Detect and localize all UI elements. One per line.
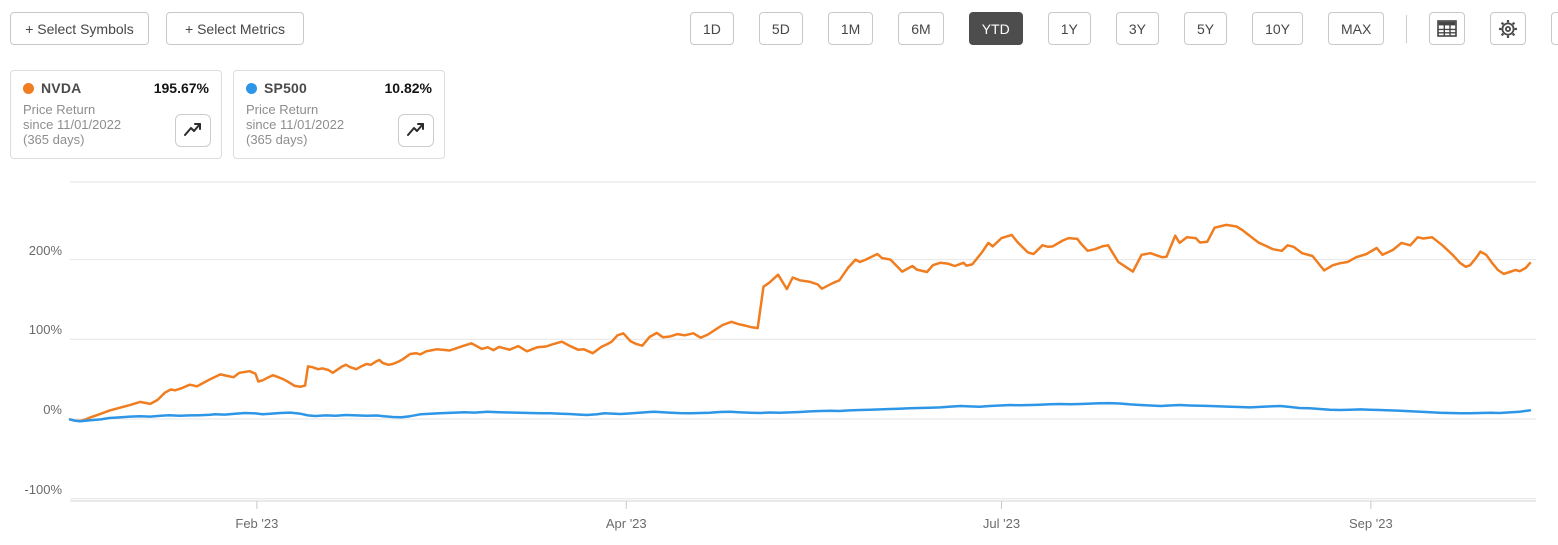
select-metrics-button[interactable]: + Select Metrics — [166, 12, 304, 45]
x-axis-label: Feb '23 — [235, 516, 279, 531]
y-axis-label: 0% — [43, 402, 62, 417]
x-axis-label: Apr '23 — [605, 516, 647, 531]
series-chart-button[interactable] — [175, 114, 211, 147]
legend-card-nvda: NVDA 195.67% Price Return since 11/01/20… — [10, 70, 222, 159]
settings-button[interactable] — [1490, 12, 1527, 45]
x-axis-label: Sep '23 — [1349, 516, 1393, 531]
series-since: since 11/01/2022 — [246, 117, 345, 132]
x-axis-label: Jul '23 — [982, 516, 1021, 531]
select-symbols-button[interactable]: + Select Symbols — [10, 12, 149, 45]
y-axis-label: 200% — [28, 242, 62, 258]
series-return-value: 195.67% — [153, 80, 209, 96]
series-return-value: 10.82% — [384, 80, 432, 96]
range-button-ytd[interactable]: YTD — [968, 12, 1023, 45]
data-table-button[interactable] — [1429, 12, 1466, 45]
trend-up-icon — [183, 121, 203, 141]
series-metric: Price Return — [23, 102, 96, 117]
chart-canvas[interactable] — [0, 170, 1558, 545]
trend-up-icon — [406, 121, 426, 141]
series-days: (365 days) — [23, 132, 85, 147]
table-icon — [1437, 20, 1458, 37]
series-days: (365 days) — [246, 132, 308, 147]
range-button-5d[interactable]: 5D — [758, 12, 803, 45]
range-button-6m[interactable]: 6M — [898, 12, 944, 45]
range-button-5y[interactable]: 5Y — [1183, 12, 1228, 45]
range-button-10y[interactable]: 10Y — [1252, 12, 1304, 45]
series-metric: Price Return — [246, 102, 319, 117]
y-axis-label: 100% — [28, 322, 62, 338]
toolbar-divider — [1406, 14, 1408, 43]
range-selector: 1D 5D 1M 6M YTD 1Y 3Y 5Y 10Y MAX — [690, 12, 1558, 45]
series-symbol: NVDA — [41, 80, 82, 96]
range-button-1d[interactable]: 1D — [690, 12, 734, 45]
range-button-3y[interactable]: 3Y — [1115, 12, 1159, 45]
gear-icon — [1498, 19, 1518, 39]
range-button-1y[interactable]: 1Y — [1047, 12, 1091, 45]
series-color-dot — [23, 82, 34, 94]
range-button-max[interactable]: MAX — [1328, 12, 1385, 45]
series-symbol: SP500 — [264, 80, 308, 96]
series-color-dot — [246, 82, 257, 94]
series-since: since 11/01/2022 — [23, 117, 122, 132]
series-chart-button[interactable] — [398, 114, 434, 147]
y-axis-label: -100% — [24, 481, 62, 497]
price-return-chart[interactable]: 200% 100% 0% -100% Feb '23 Apr '23 Jul '… — [0, 170, 1558, 545]
series-line-sp500 — [68, 401, 1532, 423]
share-button[interactable] — [1551, 12, 1558, 45]
range-button-1m[interactable]: 1M — [827, 12, 874, 45]
series-line-nvda — [68, 223, 1532, 423]
legend-card-sp500: SP500 10.82% Price Return since 11/01/20… — [233, 70, 445, 159]
